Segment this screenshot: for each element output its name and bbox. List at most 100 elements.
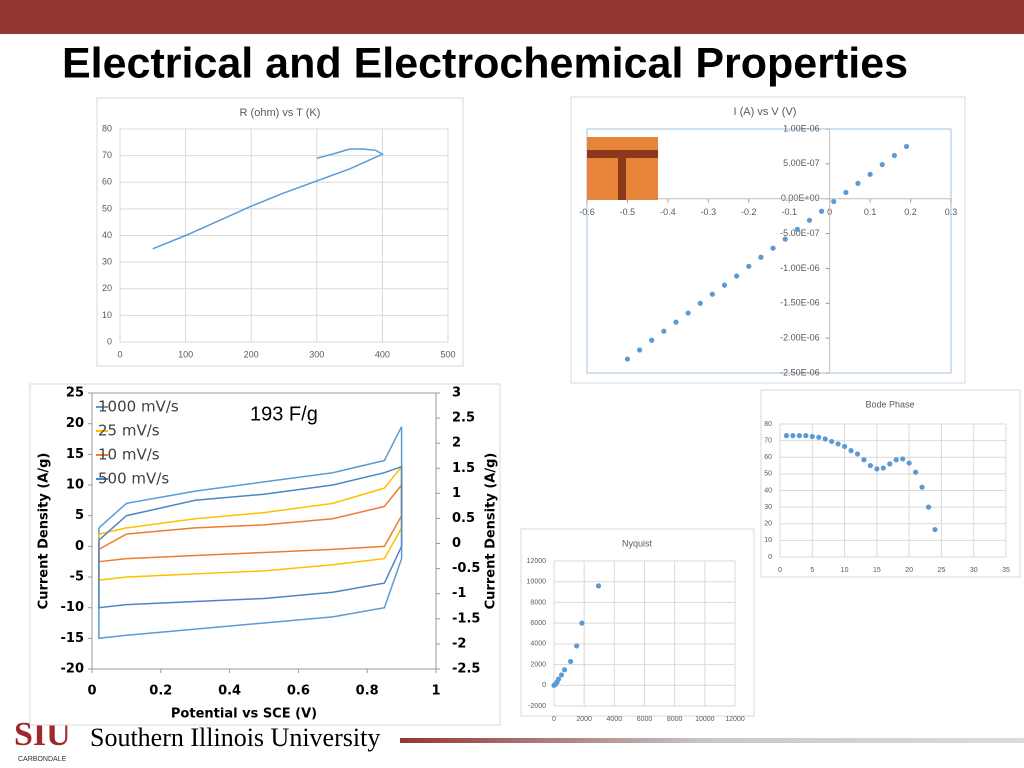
chart-title: Bode Phase <box>865 399 914 409</box>
x-tick-label: 25 <box>938 567 946 574</box>
x-axis-title: Potential vs SCE (V) <box>171 707 317 722</box>
y-tick-label: 30 <box>102 257 112 267</box>
y2-tick-label: 3 <box>452 386 461 401</box>
y-tick-label: 5.00E-07 <box>783 158 820 168</box>
y-tick-label: 70 <box>764 437 772 444</box>
data-point <box>734 273 740 279</box>
legend-label: 10 mV/s <box>98 446 160 464</box>
data-point <box>841 443 848 450</box>
y2-tick-label: -2 <box>452 636 466 651</box>
data-point <box>796 433 802 439</box>
data-point <box>861 457 867 463</box>
y-tick-label: 0 <box>542 682 546 689</box>
x-tick-label: 400 <box>375 349 390 359</box>
data-point <box>636 347 643 353</box>
header-bar <box>0 0 1024 34</box>
y-tick-label: 0 <box>107 336 112 346</box>
y-tick-label: 20 <box>66 416 84 431</box>
plot-frame <box>91 392 437 670</box>
legend-label: 25 mV/s <box>98 422 160 440</box>
data-line <box>152 148 385 250</box>
chart-frame <box>760 389 1021 578</box>
x-tick-label: 0.1 <box>864 207 877 217</box>
y-tick-label: -5 <box>70 570 84 585</box>
y-tick-label: 20 <box>102 283 112 293</box>
y-tick-label: 25 <box>66 386 84 401</box>
data-point <box>661 328 667 334</box>
x-tick-label: 0 <box>87 684 96 699</box>
data-point <box>721 282 728 288</box>
y-tick-label: -20 <box>61 662 85 677</box>
x-tick-label: 300 <box>309 349 324 359</box>
y-tick-label: 0 <box>75 539 84 554</box>
logo-campus: CARBONDALE <box>18 756 67 763</box>
x-tick-label: -0.6 <box>579 207 595 217</box>
data-point <box>558 672 565 678</box>
y-tick-label: 0 <box>768 554 772 561</box>
y-tick-label: 60 <box>764 454 772 461</box>
x-tick-label: 8000 <box>667 716 683 723</box>
data-point <box>816 434 822 440</box>
y-tick-label: 4000 <box>530 641 546 648</box>
x-tick-label: 30 <box>970 567 978 574</box>
chart-frame <box>520 528 755 717</box>
y2-tick-label: -0.5 <box>452 561 480 576</box>
y2-tick-label: 1.5 <box>452 461 475 476</box>
data-point <box>887 461 893 467</box>
footer-rule <box>400 738 1024 743</box>
data-point <box>903 143 910 150</box>
data-point <box>879 161 885 168</box>
x-tick-label: -0.1 <box>781 207 797 217</box>
x-tick-label: 0.6 <box>287 684 310 699</box>
chart-title: I (A) vs V (V) <box>734 106 797 118</box>
x-tick-label: 500 <box>440 349 455 359</box>
y-tick-label: -10 <box>61 600 85 615</box>
y2-tick-label: 2.5 <box>452 411 475 426</box>
y-tick-label: 10000 <box>527 579 547 586</box>
x-tick-label: 15 <box>873 567 881 574</box>
y-axis-title: Current Density (A/g) <box>37 453 52 610</box>
data-point <box>809 433 815 440</box>
chart-frame <box>29 383 501 726</box>
data-point <box>555 676 562 682</box>
data-point <box>782 236 788 242</box>
data-point <box>567 658 574 665</box>
y-tick-label: -2000 <box>528 703 546 710</box>
data-point <box>649 337 655 343</box>
data-point <box>794 226 800 232</box>
data-point <box>867 171 873 177</box>
x-tick-label: -0.4 <box>660 207 676 217</box>
data-line <box>98 465 403 609</box>
data-point <box>855 180 861 186</box>
chart-frame <box>96 97 464 367</box>
data-point <box>822 436 828 442</box>
x-tick-label: -0.5 <box>620 207 636 217</box>
data-point <box>835 441 841 447</box>
y-tick-label: 5 <box>75 508 84 523</box>
data-point <box>880 465 886 471</box>
y2-tick-label: 0.5 <box>452 511 475 526</box>
chart-title: R (ohm) vs T (K) <box>240 107 321 119</box>
y-tick-label: 80 <box>102 123 112 133</box>
inset-photo-stripe <box>618 150 626 200</box>
x-tick-label: 0.3 <box>945 207 958 217</box>
plot-frame <box>586 128 952 374</box>
data-point <box>932 526 938 533</box>
data-line <box>98 426 403 640</box>
y-tick-label: 70 <box>102 150 112 160</box>
y-tick-label: 80 <box>764 421 772 428</box>
data-point <box>803 433 809 439</box>
x-tick-label: 10000 <box>695 716 715 723</box>
x-tick-label: 12000 <box>725 716 745 723</box>
x-tick-label: 0.4 <box>218 684 241 699</box>
y-tick-label: 8000 <box>530 599 546 606</box>
y-tick-label: 2000 <box>530 661 546 668</box>
x-tick-label: 200 <box>244 349 259 359</box>
y2-tick-label: 2 <box>452 436 461 451</box>
chart-frame <box>570 96 966 384</box>
data-point <box>891 152 897 159</box>
data-point <box>854 451 861 457</box>
data-point <box>579 620 585 626</box>
y-tick-label: 20 <box>764 521 772 528</box>
